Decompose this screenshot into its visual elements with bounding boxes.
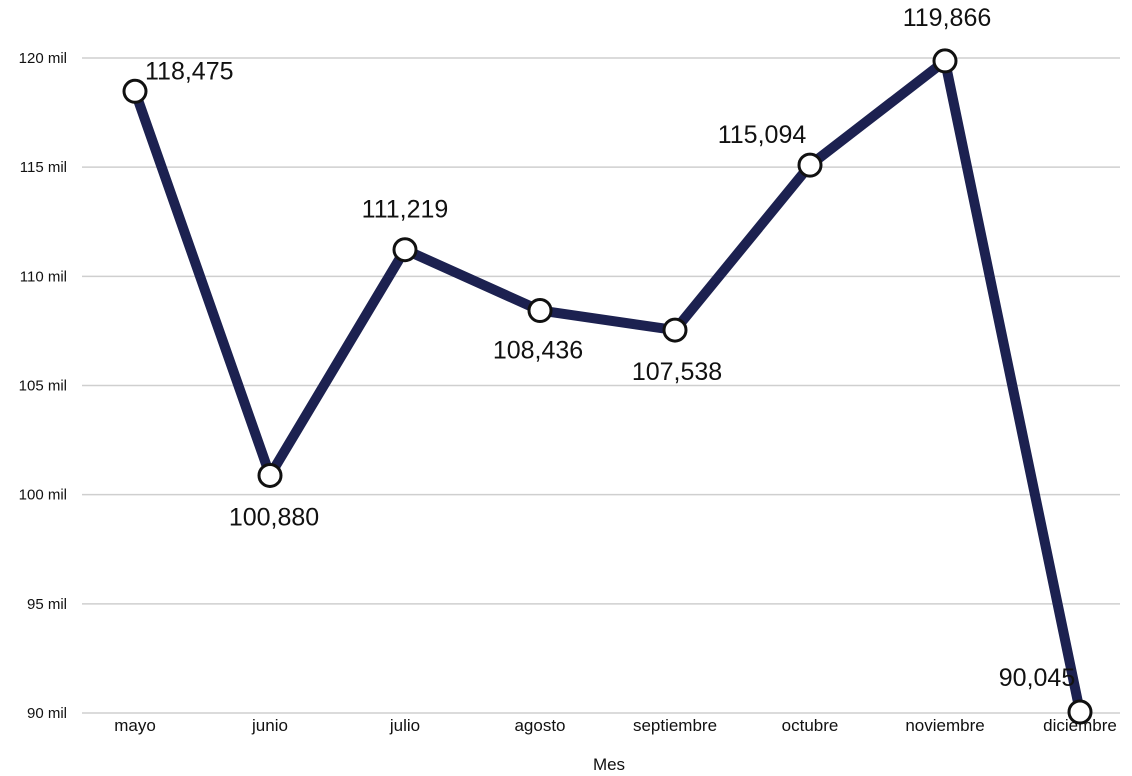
y-tick-label: 90 mil	[27, 705, 67, 722]
x-tick-label: septiembre	[633, 716, 717, 735]
data-label: 119,866	[903, 4, 992, 32]
data-label: 115,094	[718, 121, 807, 149]
data-points	[122, 48, 1093, 725]
data-point	[527, 297, 553, 323]
x-axis-title: Mes	[593, 755, 625, 774]
y-tick-label: 95 mil	[27, 596, 67, 613]
x-tick-label: mayo	[114, 716, 156, 735]
data-label: 107,538	[632, 358, 722, 386]
gridlines	[82, 57, 1120, 714]
x-tick-label: julio	[389, 716, 420, 735]
data-point	[797, 152, 823, 178]
series-line	[130, 55, 1085, 718]
x-tick-label: octubre	[782, 716, 839, 735]
y-tick-label: 100 mil	[19, 487, 67, 504]
data-label: 111,219	[362, 196, 449, 224]
data-point	[1067, 699, 1093, 725]
data-label: 100,880	[229, 503, 319, 531]
data-point	[122, 78, 148, 104]
data-point	[257, 462, 283, 488]
x-tick-label: agosto	[514, 716, 565, 735]
x-tick-label: junio	[251, 716, 288, 735]
y-tick-label: 110 mil	[20, 268, 67, 285]
x-axis-ticks: mayo junio julio agosto septiembre octubre nov…	[114, 716, 1117, 735]
y-axis-ticks: 90 mil 95 mil 100 mil 105 mil 110 mil 115 mil…	[19, 50, 67, 722]
data-point	[662, 317, 688, 343]
x-tick-label: diciembre	[1043, 716, 1117, 735]
y-tick-label: 115 mil	[20, 159, 67, 176]
series	[130, 55, 1085, 718]
data-label: 108,436	[493, 336, 583, 364]
data-labels: 118,475 100,880 111,219 108,436 107,538 115,0…	[145, 4, 1075, 692]
y-tick-label: 120 mil	[19, 50, 67, 67]
data-label: 90,045	[999, 664, 1075, 692]
y-tick-label: 105 mil	[19, 378, 67, 395]
data-point	[392, 237, 418, 263]
data-label: 118,475	[145, 57, 234, 85]
data-point	[932, 48, 958, 74]
x-tick-label: noviembre	[905, 716, 984, 735]
